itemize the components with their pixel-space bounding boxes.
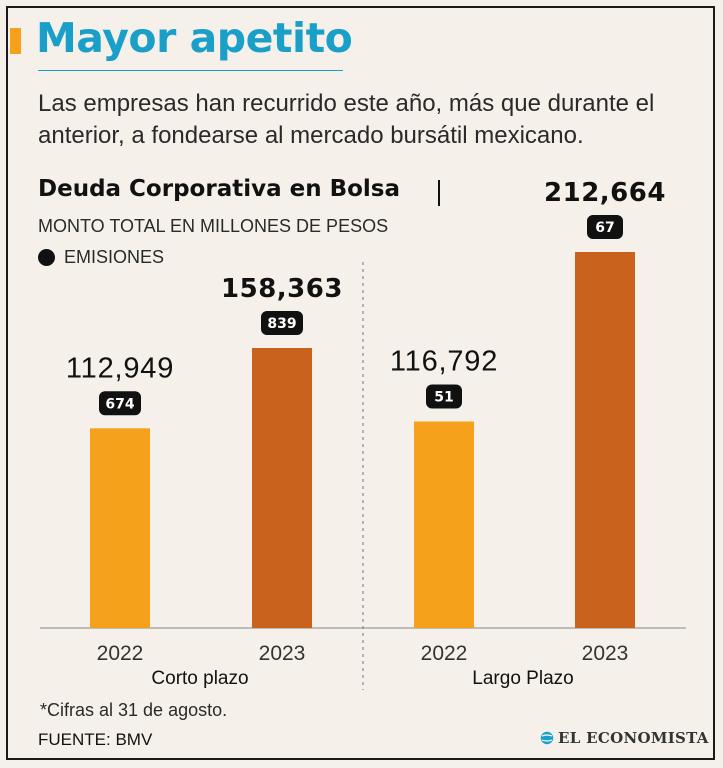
title-accent-bar <box>10 28 21 54</box>
value-label-1: 158,363 <box>221 274 343 304</box>
legend-dot-icon <box>38 249 55 266</box>
footnote: *Cifras al 31 de agosto. <box>40 700 228 720</box>
year-label-3: 2023 <box>582 642 629 665</box>
bar-2 <box>414 421 474 628</box>
page-title: Mayor apetito <box>36 14 353 62</box>
legend-label: EMISIONES <box>64 247 165 267</box>
globe-icon <box>540 731 554 745</box>
year-label-1: 2023 <box>259 642 306 665</box>
brand-name: EL ECONOMISTA <box>558 729 709 747</box>
emisiones-label-3: 67 <box>595 220 614 236</box>
value-label-3: 212,664 <box>544 178 666 208</box>
emisiones-badge-3 <box>587 215 623 239</box>
emisiones-label-0: 674 <box>105 396 134 412</box>
year-label-0: 2022 <box>97 642 144 665</box>
emisiones-badge-1 <box>261 311 303 336</box>
emisiones-badge-2 <box>426 384 462 409</box>
bar-1 <box>252 348 312 628</box>
title-underline <box>38 70 343 71</box>
year-label-2: 2022 <box>421 642 468 665</box>
group-label-1: Largo Plazo <box>472 668 573 689</box>
chart-subtitle: MONTO TOTAL EN MILLONES DE PESOS <box>38 216 389 236</box>
group-label-0: Corto plazo <box>151 668 248 689</box>
infographic-frame <box>6 6 715 760</box>
emisiones-label-2: 51 <box>434 390 453 406</box>
value-label-2: 116,792 <box>390 346 498 378</box>
brand-logo: EL ECONOMISTA <box>540 729 709 747</box>
bar-0 <box>90 428 150 628</box>
emisiones-label-1: 839 <box>267 316 296 332</box>
emisiones-badge-0 <box>99 391 141 416</box>
source-label: FUENTE: BMV <box>38 730 153 749</box>
chart-title: Deuda Corporativa en Bolsa <box>38 176 401 202</box>
page-subtitle: Las empresas han recurrido este año, más… <box>38 90 655 149</box>
bar-3 <box>575 252 635 628</box>
value-label-0: 112,949 <box>66 352 174 384</box>
chart-title-separator <box>438 180 440 206</box>
